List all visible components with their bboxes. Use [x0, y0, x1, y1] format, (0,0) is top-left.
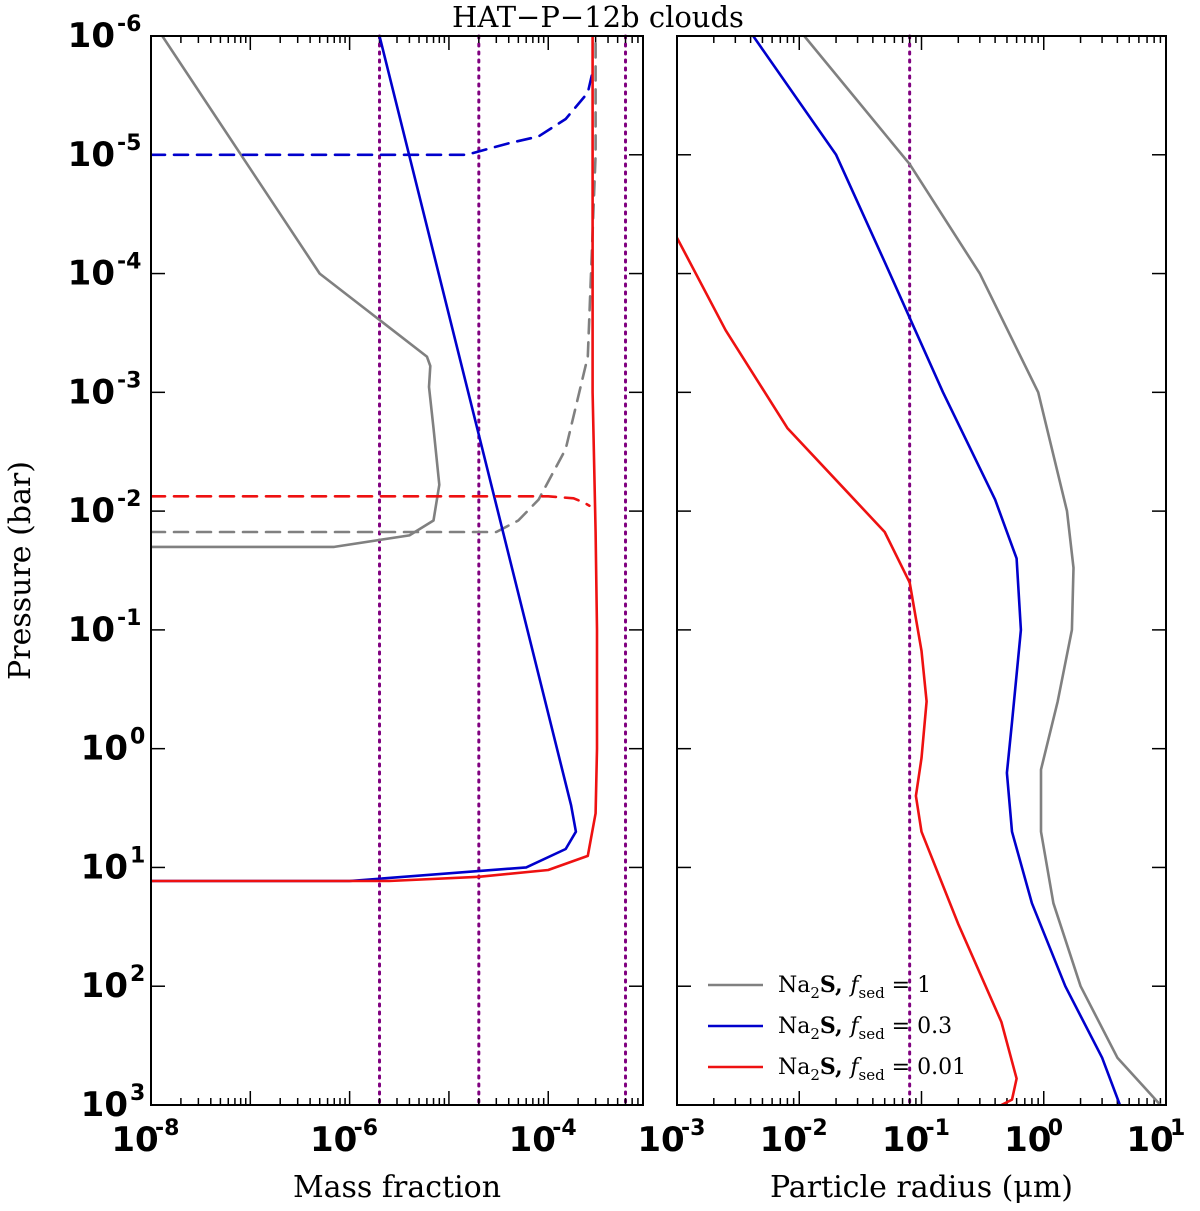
- y-axis-label: Pressure (bar): [3, 461, 38, 680]
- series-line: [151, 494, 591, 508]
- x-tick-exponent: -4: [552, 1116, 576, 1141]
- legend: Na2S, fsed = 1 Na2S, fsed = 0.3 Na2S, fsed…: [708, 972, 966, 1084]
- series-line: [802, 36, 1162, 1105]
- y-tick-exponent: 0: [130, 725, 145, 750]
- y-tick-exponent: 1: [130, 843, 145, 868]
- series-line: [151, 36, 599, 883]
- legend-entry-label: Na2S, fsed = 0.01: [778, 1054, 966, 1084]
- x-tick-label: 10: [1126, 1120, 1173, 1160]
- x-tick-label: 10: [1004, 1120, 1051, 1160]
- x-tick-exponent: -6: [354, 1116, 378, 1141]
- x-axis-label: Particle radius (μm): [770, 1170, 1073, 1205]
- x-tick-label: 10: [637, 1120, 684, 1160]
- y-tick-exponent: -2: [117, 487, 141, 512]
- x-tick-exponent: 1: [1170, 1116, 1185, 1141]
- series-line: [151, 36, 578, 883]
- y-tick-label: 10: [68, 372, 115, 412]
- x-tick-label: 10: [509, 1120, 556, 1160]
- y-tick-label: 10: [68, 16, 115, 56]
- y-tick-exponent: -5: [117, 131, 141, 156]
- series-line: [751, 36, 1122, 1105]
- y-tick-label: 10: [81, 729, 128, 769]
- x-tick-label: 10: [310, 1120, 357, 1160]
- y-tick-exponent: 2: [130, 962, 145, 987]
- y-tick-label: 10: [81, 966, 128, 1006]
- x-tick-exponent: 0: [1048, 1116, 1063, 1141]
- series-line: [151, 70, 594, 157]
- x-tick-label: 10: [882, 1120, 929, 1160]
- series-line: [151, 36, 597, 534]
- axes-frame: [676, 35, 1167, 1106]
- series-line: [677, 236, 1018, 1105]
- y-tick-label: 10: [68, 491, 115, 531]
- x-tick-exponent: -8: [155, 1116, 179, 1141]
- x-tick-exponent: -3: [681, 1116, 705, 1141]
- x-axis-label: Mass fraction: [293, 1170, 501, 1205]
- series-line: [151, 36, 441, 549]
- y-tick-label: 10: [68, 254, 115, 294]
- y-tick-exponent: -6: [117, 12, 141, 37]
- legend-entry-label: Na2S, fsed = 1: [778, 972, 931, 1002]
- y-tick-label: 10: [68, 135, 115, 175]
- chart-title: HAT−P−12b clouds: [452, 0, 744, 34]
- x-tick-label: 10: [760, 1120, 807, 1160]
- y-tick-exponent: -4: [117, 250, 141, 275]
- y-tick-exponent: -1: [117, 606, 141, 631]
- x-tick-exponent: -2: [803, 1116, 827, 1141]
- panel-mass-fraction: 10-8 10-6 10-410-610-510-410-310-210-110 01…: [3, 12, 644, 1205]
- y-tick-label: 10: [81, 1085, 128, 1125]
- axes-frame: [150, 35, 644, 1106]
- legend-entry-label: Na2S, fsed = 0.3: [778, 1013, 952, 1043]
- y-tick-exponent: -3: [117, 368, 141, 393]
- x-tick-exponent: -1: [926, 1116, 950, 1141]
- y-tick-label: 10: [81, 847, 128, 887]
- y-tick-exponent: 3: [130, 1081, 145, 1106]
- y-tick-label: 10: [68, 610, 115, 650]
- x-tick-label: 10: [111, 1120, 158, 1160]
